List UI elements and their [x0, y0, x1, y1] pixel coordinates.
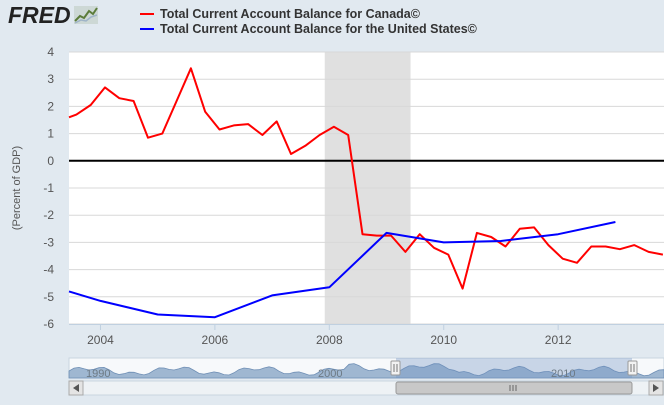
y-tick-label: 4 — [47, 45, 54, 59]
x-tick-label: 2006 — [202, 333, 229, 347]
y-tick-label: -3 — [43, 235, 54, 249]
navigator-left-handle[interactable] — [390, 360, 401, 376]
legend-swatch-canada — [140, 12, 154, 15]
y-tick-label: 3 — [47, 72, 54, 86]
y-axis-label: (Percent of GDP) — [11, 146, 23, 230]
y-tick-label: -4 — [43, 263, 54, 277]
legend-item-united-states[interactable]: Total Current Account Balance for the Un… — [140, 21, 477, 36]
arrow-right-icon — [653, 384, 659, 392]
navigator-label-2010: 2010 — [551, 368, 575, 380]
fred-logo: FRED — [8, 2, 99, 28]
legend-swatch-united-states — [140, 27, 154, 30]
y-tick-label: 0 — [47, 154, 54, 168]
navigator[interactable]: 1990 2000 2010 — [68, 357, 664, 380]
legend: Total Current Account Balance for Canada… — [140, 6, 477, 36]
y-tick-label: -6 — [43, 317, 54, 331]
y-tick-label: 1 — [47, 127, 54, 141]
scroll-right-button[interactable] — [648, 380, 664, 396]
navigator-area — [68, 363, 664, 379]
scrollbar-thumb[interactable] — [395, 381, 633, 395]
y-tick-label: -5 — [43, 290, 54, 304]
x-tick-label: 2008 — [316, 333, 343, 347]
scrollbar[interactable] — [68, 380, 664, 396]
scrollbar-thumb-grip — [509, 385, 517, 391]
x-tick-label: 2004 — [87, 333, 114, 347]
logo-text: FRED — [8, 1, 71, 28]
legend-label-united-states: Total Current Account Balance for the Un… — [160, 21, 477, 36]
legend-label-canada: Total Current Account Balance for Canada… — [160, 6, 420, 21]
logo-chart-icon — [73, 6, 98, 24]
scroll-left-button[interactable] — [68, 380, 84, 396]
series-line-united-states[interactable] — [68, 221, 616, 319]
legend-item-canada[interactable]: Total Current Account Balance for Canada… — [140, 6, 477, 21]
x-tick-label: 2012 — [545, 333, 572, 347]
navigator-label-1990: 1990 — [86, 368, 110, 380]
series-line-canada[interactable] — [68, 67, 664, 290]
navigator-right-handle[interactable] — [627, 360, 638, 376]
arrow-left-icon — [73, 384, 79, 392]
navigator-selection[interactable] — [396, 358, 632, 378]
y-tick-label: -1 — [43, 181, 54, 195]
navigator-label-2000: 2000 — [318, 368, 342, 380]
y-tick-label: 2 — [47, 99, 54, 113]
y-tick-label: -2 — [43, 208, 54, 222]
x-tick-label: 2010 — [430, 333, 457, 347]
